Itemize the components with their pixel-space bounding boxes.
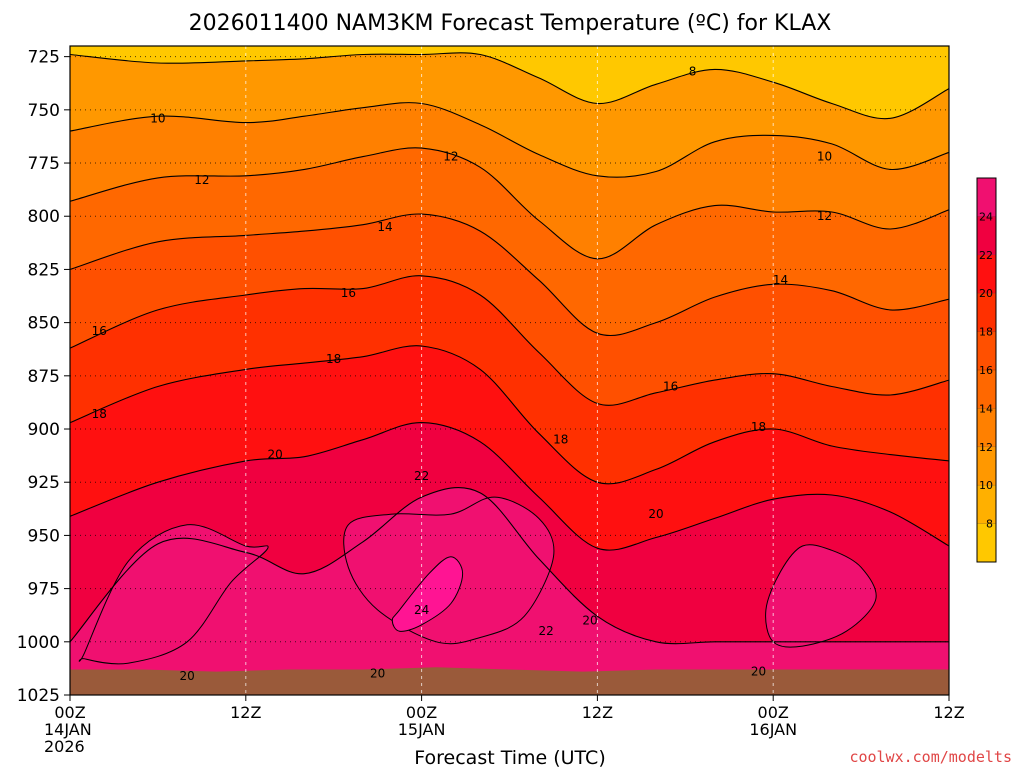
x-tick-label-36-0: 12Z: [582, 703, 613, 722]
contour-label-24-23: 24: [414, 603, 429, 617]
x-axis-label: Forecast Time (UTC): [414, 747, 605, 768]
isotherm-16: [70, 275, 949, 406]
y-tick-label-850: 850: [28, 314, 60, 334]
colorbar-label-24: 24: [979, 210, 993, 223]
colorbar-swatch-14: [977, 370, 996, 409]
contour-label-18-12: 18: [92, 407, 107, 421]
x-tick-label-0-0: 00Z: [54, 703, 85, 722]
contour-label-18-11: 18: [326, 352, 341, 366]
colorbar-swatch-12: [977, 408, 996, 447]
colorbar-swatch-16: [977, 331, 996, 370]
contour-label-18-14: 18: [751, 420, 766, 434]
colorbar-swatch-20: [977, 254, 996, 294]
x-tick-label-0-2: 2026: [44, 737, 85, 756]
contour-label-14-6: 14: [377, 220, 392, 234]
colorbar-swatch-22: [977, 216, 996, 255]
contour-label-16-9: 16: [92, 324, 107, 338]
y-tick-label-950: 950: [28, 526, 60, 546]
colorbar-label-12: 12: [979, 441, 993, 454]
colorbar-frame: [976, 177, 997, 563]
contour-label-20-18: 20: [180, 669, 195, 683]
contour-label-22-22: 22: [538, 624, 553, 638]
warm-cell-22-0: [78, 524, 269, 665]
contour-label-10-1: 10: [150, 111, 165, 125]
y-tick-label-800: 800: [28, 207, 60, 227]
colorbar-swatch-10: [977, 446, 996, 486]
x-tick-label-48-0: 00Z: [758, 703, 789, 722]
contour-label-12-3: 12: [443, 150, 458, 164]
y-tick-label-725: 725: [28, 48, 60, 68]
colorbar-label-22: 22: [979, 249, 993, 262]
colorbar-label-8: 8: [986, 518, 993, 531]
colorbar-label-20: 20: [979, 287, 993, 300]
y-tick-label-750: 750: [28, 101, 60, 121]
x-tick-label-12-0: 12Z: [230, 703, 261, 722]
x-tick-label-0-1: 14JAN: [44, 720, 92, 739]
colorbar: 8 10 12 14 16 18 20 22 24: [976, 177, 997, 563]
colorbar-swatch-8: [977, 485, 996, 524]
isotherm-10: [70, 102, 949, 178]
chart-title: 2026011400 NAM3KM Forecast Temperature (…: [189, 11, 832, 36]
contour-label-10-2: 10: [817, 150, 832, 164]
y-tick-label-975: 975: [28, 580, 60, 600]
surface-ground: [70, 667, 949, 695]
y-tick-label-900: 900: [28, 420, 60, 440]
contour-label-12-5: 12: [817, 209, 832, 223]
isotherm-12: [70, 147, 949, 260]
grid-lines: [70, 46, 949, 695]
colorbar-label-18: 18: [979, 326, 993, 339]
colorbar-label-10: 10: [979, 479, 993, 492]
x-tick-label-24-0: 00Z: [406, 703, 437, 722]
contour-label-20-16: 20: [648, 507, 663, 521]
contour-label-22-21: 22: [414, 469, 429, 483]
contour-labels: 8 10 10 12 12 12 14 14 16 16 16 18 18 18 18 20 20 20 20 20 2…: [92, 65, 832, 683]
hot-cell-24-0: [391, 556, 464, 632]
temperature-fill-layer: [70, 52, 949, 695]
y-tick-label-775: 775: [28, 154, 60, 174]
y-tick-label-1025: 1025: [17, 686, 60, 706]
contour-label-20-20: 20: [751, 665, 766, 679]
colorbar-label-14: 14: [979, 402, 993, 415]
y-tick-label-1000: 1000: [17, 633, 60, 653]
contour-label-20-19: 20: [370, 667, 385, 681]
contour-label-20-17: 20: [582, 614, 597, 628]
contour-label-20-15: 20: [267, 448, 282, 462]
y-axis-pressure: 725 750 775 800 825 850 875 900 925 950 975 1000 102…: [17, 48, 70, 706]
colorbar-swatch-24: [977, 178, 996, 217]
credit-link[interactable]: coolwx.com/modelts: [849, 748, 1012, 766]
colorbar-label-16: 16: [979, 364, 993, 377]
colorbar-swatch-18: [977, 293, 996, 332]
contour-label-8-0: 8: [689, 65, 697, 79]
contour-label-14-7: 14: [773, 273, 788, 287]
contour-label-16-8: 16: [341, 286, 356, 300]
contour-label-18-13: 18: [553, 433, 568, 447]
x-tick-label-48-1: 16JAN: [749, 720, 797, 739]
colorbar-swatch-6: [977, 523, 996, 562]
x-tick-label-60-0: 12Z: [933, 703, 964, 722]
x-tick-label-24-1: 15JAN: [398, 720, 446, 739]
warm-cell-22-2: [765, 544, 877, 648]
contour-label-12-4: 12: [194, 173, 209, 187]
plot-frame: [69, 45, 950, 696]
y-tick-label-875: 875: [28, 367, 60, 387]
y-tick-label-925: 925: [28, 473, 60, 493]
contour-label-16-10: 16: [663, 379, 678, 393]
y-tick-label-825: 825: [28, 260, 60, 280]
